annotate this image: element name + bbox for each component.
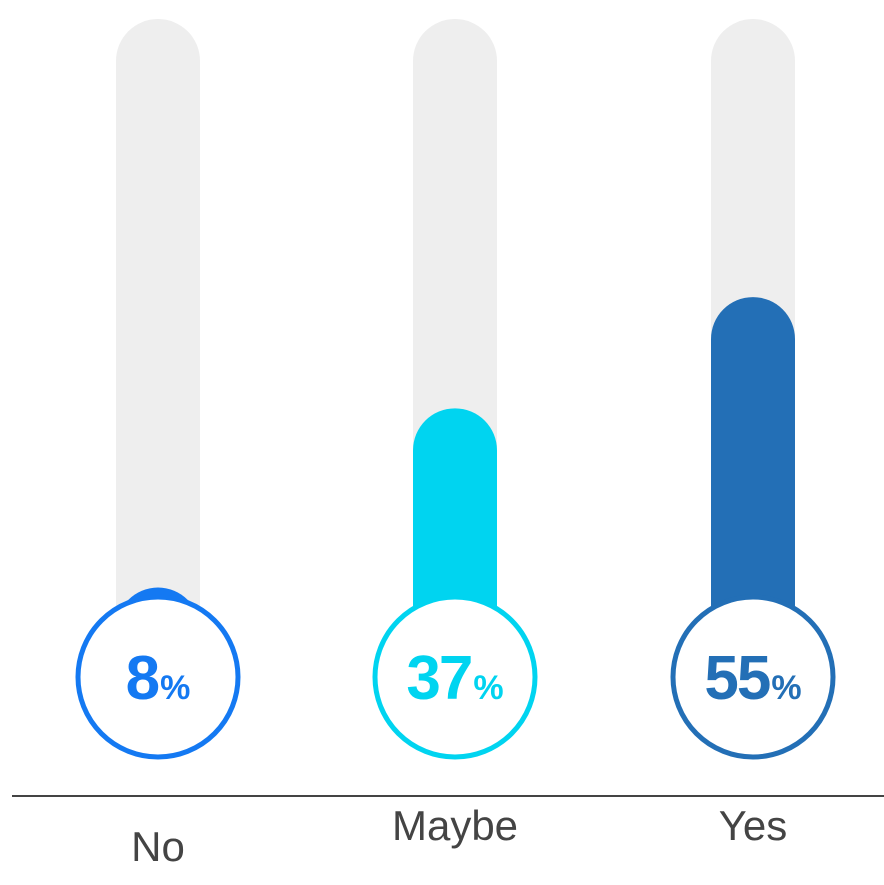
category-label-yes: Yes	[719, 802, 788, 849]
value-bulb-no	[75, 594, 241, 760]
category-label-no: No	[131, 823, 185, 870]
category-label-maybe: Maybe	[392, 802, 518, 849]
bar-track-no	[116, 19, 200, 677]
data-label-yes: 55%	[704, 644, 801, 713]
value-bulb-yes	[670, 594, 836, 760]
data-label-no: 8%	[126, 644, 191, 713]
data-label-maybe: 37%	[406, 644, 503, 713]
bar-yes	[711, 297, 795, 677]
value-bulb-maybe	[372, 594, 538, 760]
category-labels-group: No Maybe Yes	[131, 802, 787, 870]
bars-group: 8% 37% 55%	[75, 19, 836, 760]
